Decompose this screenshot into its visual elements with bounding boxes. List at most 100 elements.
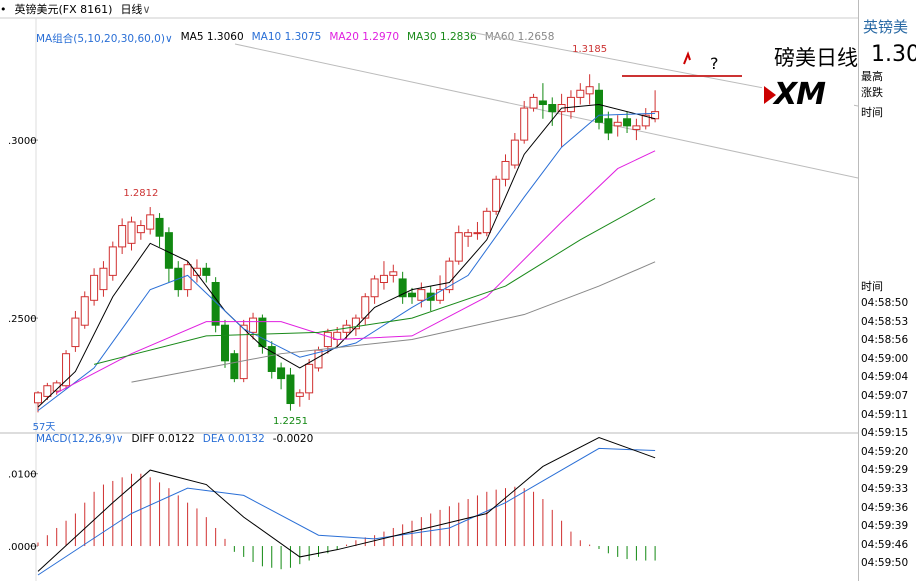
time-list-item: 04:59:29 — [861, 464, 909, 477]
candle-body — [585, 86, 594, 95]
ma-legend: MA组合(5,10,20,30,60,0)∨ MA5 1.3060 MA10 1… — [36, 31, 554, 46]
candle-body — [623, 118, 632, 127]
trendline — [234, 43, 858, 179]
ma-line-ma60 — [131, 261, 656, 383]
candle-body — [136, 225, 145, 234]
chevron-down-icon: ∨ — [142, 3, 151, 16]
time-list-item: 04:59:07 — [861, 389, 909, 402]
candle-body — [267, 346, 276, 372]
candle-body — [464, 232, 473, 237]
candle-body — [361, 296, 370, 319]
candle-body — [108, 246, 117, 276]
ma-group-select[interactable]: MA组合(5,10,20,30,60,0)∨ — [36, 33, 173, 45]
candle-body — [520, 107, 529, 141]
candle-body — [389, 271, 398, 276]
high-price-label: 1.3185 — [572, 44, 607, 55]
candle-body — [548, 104, 557, 113]
ma30-value: MA30 1.2836 — [407, 31, 477, 43]
days-label: 57天 — [33, 422, 56, 433]
candle-body — [295, 392, 304, 397]
candle-body — [192, 267, 201, 276]
candle-body — [492, 178, 501, 212]
candle-body — [239, 324, 248, 380]
candle-body — [277, 367, 286, 380]
time-list-item: 04:59:11 — [861, 408, 909, 421]
candle-body — [62, 353, 71, 387]
candle-body — [538, 100, 547, 106]
time-list-item: 04:59:04 — [861, 371, 909, 384]
question-mark: ? — [710, 54, 719, 73]
period-select[interactable]: 日线∨ — [120, 3, 151, 16]
time-list-item: 04:59:36 — [861, 501, 909, 514]
y-tick-label: .3000 — [8, 136, 37, 147]
overlay-title: 磅美日线 — [774, 46, 858, 70]
symbol-label[interactable]: 英镑美元(FX 8161) — [14, 3, 113, 16]
time-header: 时间 — [861, 280, 883, 293]
bullet-icon: • — [0, 2, 7, 16]
mid-high-price-label: 1.2812 — [123, 188, 158, 199]
macd-y-tick-label: .0000 — [8, 542, 37, 553]
panel-price: 1.30 — [871, 42, 916, 67]
candle-body — [529, 96, 538, 109]
candle-body — [417, 289, 426, 301]
candle-body — [595, 89, 603, 123]
ma-line-ma20 — [56, 150, 656, 394]
macd-legend: MACD(12,26,9)∨ DIFF 0.0122 DEA 0.0132 -0… — [36, 433, 313, 445]
dea-value: DEA 0.0132 — [202, 433, 265, 445]
candle-body — [604, 118, 613, 134]
candle-body — [632, 125, 641, 130]
candle-body — [566, 96, 575, 113]
candle-body — [445, 260, 454, 291]
candle-body — [408, 292, 416, 298]
diff-line — [37, 436, 656, 572]
candle-body — [146, 214, 155, 230]
label-high: 最高 — [861, 70, 883, 83]
ma10-value: MA10 1.3075 — [251, 31, 322, 43]
chevron-down-icon: ∨ — [164, 33, 173, 45]
candle-body — [249, 317, 258, 333]
macd-value: -0.0020 — [272, 433, 314, 445]
candle-body — [90, 274, 99, 301]
xm-logo: XM — [762, 74, 854, 116]
candle-body — [52, 382, 61, 392]
time-list-item: 04:59:15 — [861, 427, 909, 440]
candle-body — [43, 385, 52, 397]
candle-body — [99, 267, 108, 291]
candle-body — [155, 217, 164, 237]
xm-logo-text: XM — [774, 77, 826, 112]
candle-body — [436, 289, 445, 301]
candle-body — [127, 221, 136, 244]
candle-body — [34, 392, 42, 404]
candle-body — [473, 232, 482, 235]
candle-body — [482, 210, 491, 234]
candle-body — [613, 121, 622, 127]
time-list-item: 04:58:56 — [861, 334, 909, 347]
chevron-down-icon: ∨ — [115, 433, 124, 445]
xm-triangle-icon — [764, 86, 776, 104]
label-change: 涨跌 — [861, 86, 883, 99]
up-arrow-icon — [683, 51, 691, 65]
y-tick-label: .2500 — [8, 314, 37, 325]
time-list[interactable]: 04:58:50 04:58:53 04:58:56 04:59:00 04:59:04… — [861, 294, 916, 573]
time-list-item: 04:58:53 — [861, 315, 909, 328]
candle-body — [370, 278, 379, 298]
candle-body — [164, 232, 173, 269]
candle-body — [71, 317, 80, 348]
ma5-value: MA5 1.3060 — [180, 31, 244, 43]
candle-body — [379, 274, 388, 283]
macd-group-select[interactable]: MACD(12,26,9)∨ — [36, 433, 124, 445]
panel-title: 英镑美 — [863, 18, 909, 36]
candle-body — [305, 363, 314, 394]
candle-body — [80, 296, 89, 326]
candle-body — [221, 324, 229, 362]
ma-line-ma5 — [37, 104, 656, 408]
macd-y-tick-label: .0100 — [8, 470, 37, 481]
time-list-item: 04:59:46 — [861, 538, 909, 551]
quote-panel: 英镑美 1.30 最高 涨跌 时间 时间 04:58:50 04:58:53 04:… — [858, 0, 916, 581]
time-list-item: 04:59:50 — [861, 557, 909, 570]
time-list-item: 04:59:00 — [861, 352, 909, 365]
candle-body — [641, 114, 650, 127]
ma-line-ma10 — [37, 112, 656, 412]
candle-body — [510, 139, 519, 166]
price-chart[interactable]: .3000 .2500 .0100 .0000 1.3185 1.2251 1.2812… — [0, 0, 858, 581]
